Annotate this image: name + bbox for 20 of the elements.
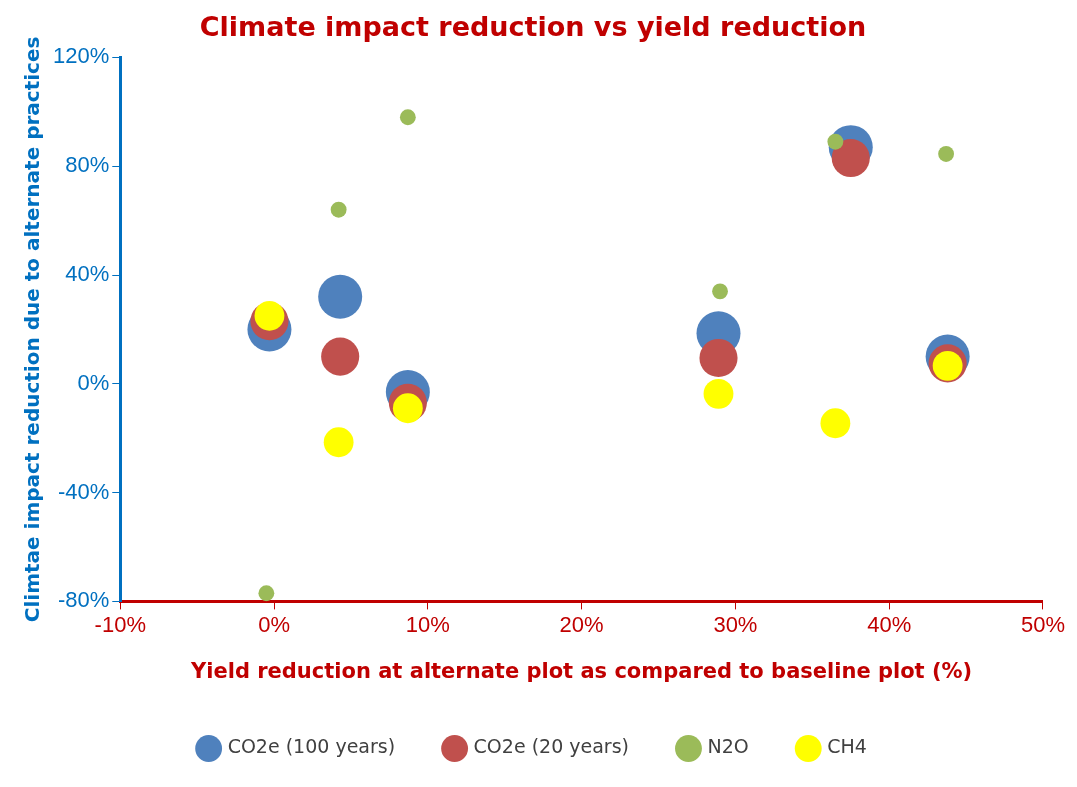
x-tick-label: 0%: [258, 611, 290, 637]
legend-label: CO2e (20 years): [473, 735, 629, 758]
x-tick-label: 20%: [559, 611, 604, 637]
y-tick-label: 80%: [65, 152, 110, 178]
y-tick-label: 120%: [52, 43, 110, 69]
y-axis-title: Climtae impact reduction due to alternate practices: [20, 36, 45, 623]
x-tick-label: -10%: [94, 611, 146, 637]
chart-title: Climate impact reduction vs yield reduction: [199, 11, 867, 43]
legend-label: CO2e (100 years): [227, 735, 396, 758]
y-tick-label: -40%: [57, 478, 110, 504]
y-tick-label: 0%: [77, 369, 110, 395]
x-tick-label: 50%: [1020, 611, 1066, 637]
x-tick-label: 10%: [405, 611, 450, 637]
x-tick-label: 30%: [713, 611, 758, 637]
x-axis-title: Yield reduction at alternate plot as compared to baseline plot (%): [190, 658, 973, 683]
legend-label: CH4: [827, 735, 867, 758]
y-tick-label: -80%: [57, 587, 110, 613]
x-tick-label: 40%: [867, 611, 912, 637]
legend-label: N2O: [707, 735, 749, 758]
y-tick-label: 40%: [65, 261, 110, 287]
